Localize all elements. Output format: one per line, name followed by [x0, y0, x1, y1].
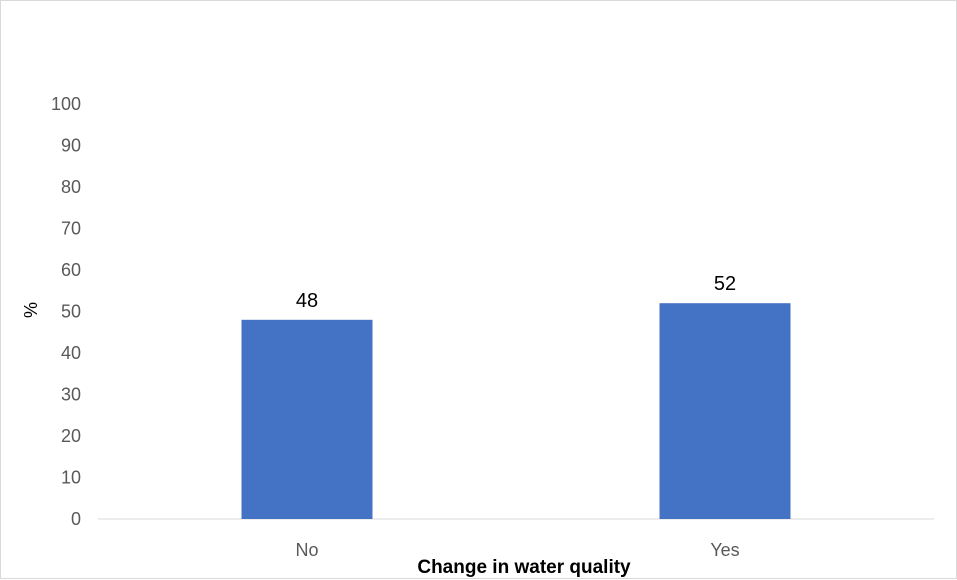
x-axis-ticks: No Yes — [295, 540, 739, 560]
y-tick-label: 20 — [61, 426, 81, 446]
x-tick-label-no: No — [295, 540, 318, 560]
x-axis-title: Change in water quality — [417, 557, 631, 578]
y-tick-label: 30 — [61, 385, 81, 405]
y-tick-label: 50 — [61, 302, 81, 322]
y-tick-label: 60 — [61, 260, 81, 280]
y-tick-label: 90 — [61, 136, 81, 156]
data-labels: 48 52 — [296, 273, 736, 312]
y-axis-ticks: 0 10 20 30 40 50 60 70 80 90 100 — [51, 94, 81, 529]
y-axis-title: % — [21, 302, 41, 318]
data-label-yes: 52 — [714, 273, 736, 295]
y-tick-label: 10 — [61, 468, 81, 488]
bar-no — [241, 319, 373, 519]
y-tick-label: 100 — [51, 94, 81, 114]
bar-yes — [659, 303, 791, 519]
data-label-no: 48 — [296, 290, 318, 312]
bars — [241, 303, 791, 519]
y-tick-label: 80 — [61, 177, 81, 197]
y-tick-label: 70 — [61, 219, 81, 239]
x-tick-label-yes: Yes — [710, 540, 739, 560]
y-tick-label: 0 — [71, 509, 81, 529]
y-tick-label: 40 — [61, 343, 81, 363]
